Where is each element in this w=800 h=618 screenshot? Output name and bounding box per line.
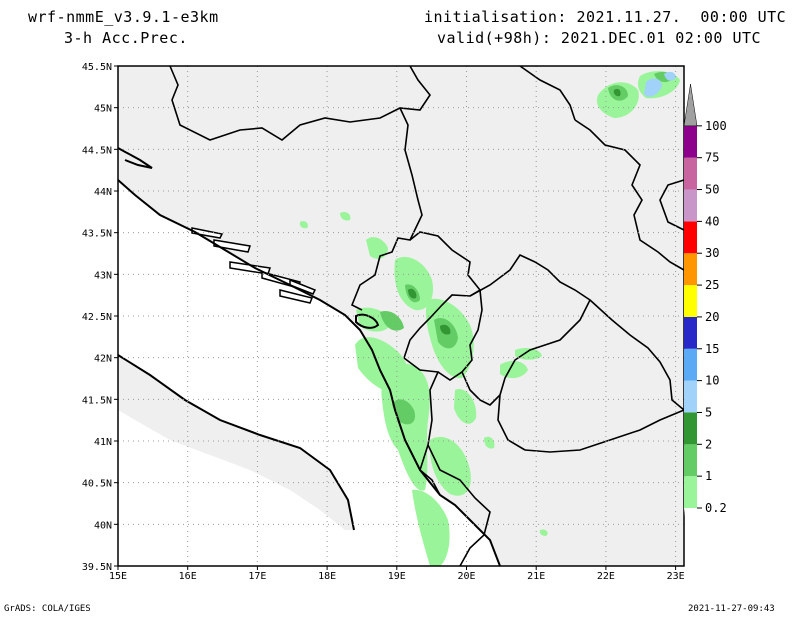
lon-tick-label: 21E — [527, 571, 545, 582]
country-borders — [169, 65, 685, 567]
lon-tick-label: 22E — [597, 571, 615, 582]
colorbar-label: 50 — [705, 183, 719, 197]
colorbar-label: 10 — [705, 374, 719, 388]
lat-tick-label: 41.5N — [82, 395, 112, 406]
colorbar-label: 1 — [705, 469, 712, 483]
lon-tick-label: 15E — [109, 571, 127, 582]
precip-patch — [380, 310, 404, 331]
latitude-labels: 45.5N 45N 44.5N 44N 43.5N 43N 42.5N 42N 41.5N 41N… — [82, 62, 118, 573]
longitude-labels: 15E 16E 17E 18E 19E 20E 21E 22E 23E — [109, 566, 685, 582]
italy-heel — [118, 355, 354, 530]
colorbar-label: 25 — [705, 278, 719, 292]
colorbar-segment — [684, 189, 697, 222]
colorbar-segment — [684, 285, 697, 317]
timestamp-text: 2021-11-27-09:43 — [688, 604, 775, 614]
colorbar-label: 20 — [705, 310, 719, 324]
precip-patch — [440, 324, 451, 335]
init-time: initialisation: 2021.11.27. 00:00 UTC — [424, 8, 787, 26]
colorbar-segment — [684, 221, 697, 254]
colorbar-label: 2 — [705, 437, 712, 451]
lat-tick-label: 45.5N — [82, 62, 112, 73]
coastlines — [117, 147, 501, 567]
valid-time: valid(+98h): 2021.DEC.01 02:00 UTC — [437, 29, 762, 47]
lat-tick-label: 45N — [94, 104, 112, 115]
colorbar-label: 15 — [705, 342, 719, 356]
colorbar-segment — [684, 380, 697, 413]
grid-lines — [118, 66, 684, 566]
precip-patch — [539, 529, 548, 536]
precip-patch — [613, 88, 621, 97]
lat-tick-label: 41N — [94, 437, 112, 448]
colorbar-label: 30 — [705, 246, 719, 260]
colorbar-segment — [684, 125, 697, 158]
colorbar-label: 75 — [705, 151, 719, 165]
colorbar-label: 5 — [705, 405, 712, 419]
lat-tick-label: 42.5N — [82, 312, 112, 323]
land-area — [118, 66, 684, 566]
colorbar-segment — [684, 316, 697, 349]
lat-tick-label: 43N — [94, 270, 112, 281]
precip-patch — [381, 364, 430, 491]
precip-patch — [664, 71, 676, 81]
colorbar-label: 0.2 — [705, 501, 727, 515]
model-title: wrf-nmmE_v3.9.1-e3km — [28, 8, 219, 26]
colorbar-segment — [684, 157, 697, 190]
precip-patch — [454, 389, 477, 424]
lat-tick-label: 44.5N — [82, 145, 112, 156]
colorbar-bottom-arrow — [684, 508, 697, 568]
lon-tick-label: 16E — [179, 571, 197, 582]
colorbar-segment — [684, 253, 697, 286]
colorbar-segment — [684, 476, 697, 508]
colorbar-segment — [684, 444, 697, 477]
lat-tick-label: 43.5N — [82, 229, 112, 240]
credit-text: GrADS: COLA/IGES — [4, 604, 91, 614]
precipitation-layer — [299, 71, 680, 566]
colorbar-label: 40 — [705, 214, 719, 228]
precip-patch — [394, 256, 434, 311]
lon-tick-label: 17E — [248, 571, 266, 582]
precip-patch — [340, 211, 351, 221]
lat-tick-label: 44N — [94, 187, 112, 198]
precip-patch — [644, 78, 662, 97]
colorbar-top-arrow — [683, 83, 698, 127]
precip-patch — [355, 337, 409, 394]
lat-tick-label: 40N — [94, 520, 112, 531]
precip-patch — [515, 348, 542, 360]
precip-patch — [408, 288, 417, 299]
lon-tick-label: 19E — [388, 571, 406, 582]
precip-patch — [484, 436, 495, 449]
precip-patch — [392, 399, 416, 425]
precip-patch — [299, 221, 308, 229]
lat-tick-label: 40.5N — [82, 479, 112, 490]
lon-tick-label: 18E — [318, 571, 336, 582]
lat-tick-label: 42N — [94, 354, 112, 365]
precip-patch — [412, 489, 450, 566]
field-title: 3-h Acc.Prec. — [64, 29, 188, 47]
lat-tick-label: 39.5N — [82, 562, 112, 573]
precip-patch — [366, 237, 388, 259]
lon-tick-label: 20E — [457, 571, 475, 582]
colorbar-segment — [684, 348, 697, 381]
colorbar-segment — [684, 412, 697, 445]
colorbar-label: 100 — [705, 119, 727, 133]
lon-tick-label: 23E — [667, 571, 685, 582]
